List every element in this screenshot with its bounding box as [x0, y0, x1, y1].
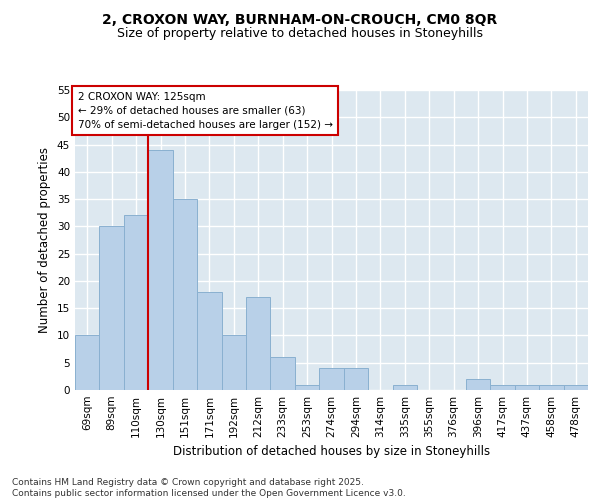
Bar — [148, 150, 173, 390]
Bar — [295, 384, 319, 390]
Bar — [490, 384, 515, 390]
Bar — [319, 368, 344, 390]
Text: 2 CROXON WAY: 125sqm
← 29% of detached houses are smaller (63)
70% of semi-detac: 2 CROXON WAY: 125sqm ← 29% of detached h… — [77, 92, 332, 130]
Text: Size of property relative to detached houses in Stoneyhills: Size of property relative to detached ho… — [117, 28, 483, 40]
Bar — [197, 292, 221, 390]
Bar — [124, 216, 148, 390]
Bar — [173, 199, 197, 390]
Bar — [539, 384, 563, 390]
Bar — [221, 336, 246, 390]
Bar — [246, 298, 271, 390]
Y-axis label: Number of detached properties: Number of detached properties — [38, 147, 52, 333]
Bar — [100, 226, 124, 390]
Bar — [563, 384, 588, 390]
Bar — [392, 384, 417, 390]
X-axis label: Distribution of detached houses by size in Stoneyhills: Distribution of detached houses by size … — [173, 446, 490, 458]
Bar — [75, 336, 100, 390]
Bar — [344, 368, 368, 390]
Text: 2, CROXON WAY, BURNHAM-ON-CROUCH, CM0 8QR: 2, CROXON WAY, BURNHAM-ON-CROUCH, CM0 8Q… — [103, 12, 497, 26]
Bar — [515, 384, 539, 390]
Bar — [466, 379, 490, 390]
Text: Contains HM Land Registry data © Crown copyright and database right 2025.
Contai: Contains HM Land Registry data © Crown c… — [12, 478, 406, 498]
Bar — [271, 358, 295, 390]
